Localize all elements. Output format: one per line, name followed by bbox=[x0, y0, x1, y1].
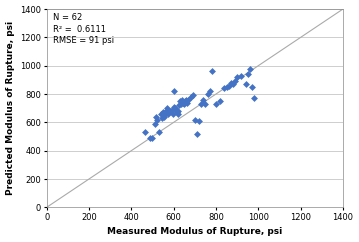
Point bbox=[178, 102, 184, 106]
Point bbox=[224, 85, 229, 89]
Point bbox=[243, 82, 248, 86]
Point bbox=[174, 111, 180, 114]
Point bbox=[207, 89, 213, 93]
X-axis label: Measured Modulus of Rupture, psi: Measured Modulus of Rupture, psi bbox=[107, 227, 283, 236]
Point bbox=[180, 101, 186, 105]
Point bbox=[170, 112, 176, 116]
Point bbox=[161, 115, 167, 119]
Point bbox=[171, 89, 177, 93]
Point bbox=[159, 116, 165, 120]
Point bbox=[238, 74, 244, 77]
Point bbox=[172, 106, 178, 110]
Point bbox=[175, 112, 181, 116]
Text: RMSE = 91 psi: RMSE = 91 psi bbox=[53, 36, 114, 45]
Point bbox=[185, 101, 190, 105]
Point bbox=[202, 102, 208, 106]
Point bbox=[230, 82, 236, 86]
Point bbox=[194, 132, 200, 136]
Point bbox=[188, 95, 194, 99]
Point bbox=[228, 81, 234, 85]
Point bbox=[153, 115, 159, 119]
Point bbox=[158, 112, 164, 116]
Y-axis label: Predicted Modulus of Rupture, psi: Predicted Modulus of Rupture, psi bbox=[5, 21, 15, 195]
Point bbox=[196, 119, 202, 123]
Point bbox=[198, 102, 204, 106]
Point bbox=[200, 98, 206, 102]
Point bbox=[165, 112, 171, 116]
Point bbox=[156, 130, 162, 134]
Point bbox=[213, 102, 219, 106]
Point bbox=[171, 105, 177, 109]
Point bbox=[150, 136, 155, 140]
Point bbox=[162, 112, 168, 116]
Point bbox=[249, 85, 255, 89]
Point bbox=[186, 98, 191, 102]
Point bbox=[147, 136, 153, 140]
Point bbox=[169, 108, 174, 112]
Point bbox=[190, 93, 196, 97]
Point bbox=[251, 96, 257, 100]
Point bbox=[192, 118, 198, 121]
Point bbox=[154, 118, 160, 121]
Point bbox=[163, 109, 169, 113]
Point bbox=[226, 83, 232, 87]
Point bbox=[176, 103, 182, 107]
Point bbox=[183, 98, 189, 102]
Text: N = 62: N = 62 bbox=[53, 13, 82, 22]
Point bbox=[245, 72, 251, 76]
Point bbox=[152, 122, 158, 126]
Point bbox=[217, 99, 223, 103]
Point bbox=[182, 99, 188, 103]
Point bbox=[143, 130, 148, 134]
Point bbox=[164, 106, 170, 110]
Point bbox=[175, 109, 181, 113]
Point bbox=[168, 109, 173, 113]
Text: R² =  0.6111: R² = 0.6111 bbox=[53, 25, 106, 34]
Point bbox=[232, 79, 238, 83]
Point bbox=[234, 75, 240, 79]
Point bbox=[181, 102, 187, 106]
Point bbox=[177, 99, 183, 103]
Point bbox=[222, 86, 227, 90]
Point bbox=[209, 69, 215, 73]
Point bbox=[173, 108, 179, 112]
Point bbox=[160, 111, 166, 114]
Point bbox=[247, 67, 253, 70]
Point bbox=[167, 111, 172, 114]
Point bbox=[179, 98, 185, 102]
Point bbox=[205, 92, 210, 96]
